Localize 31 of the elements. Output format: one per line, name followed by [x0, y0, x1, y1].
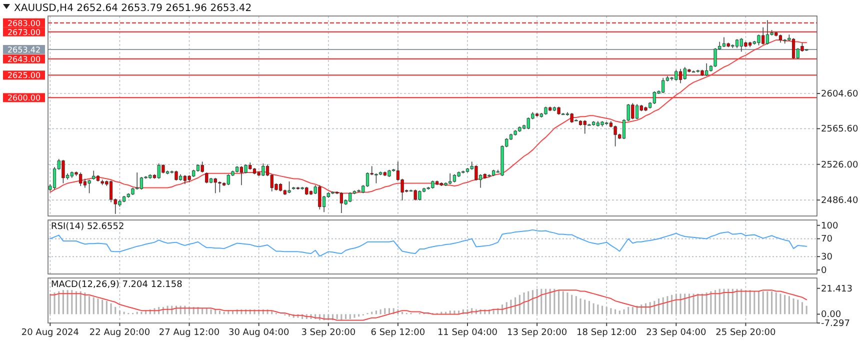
x-tick-label: 6 Sep 12:00 [370, 328, 426, 338]
x-tick-label: 25 Sep 20:00 [716, 328, 776, 338]
chart-title: MACD(12,26,9) 7.204 12.158 [51, 280, 183, 290]
x-tick-label: 20 Aug 2024 [21, 328, 80, 338]
y-tick-label: 21.413 [821, 284, 852, 294]
chart-title: RSI(14) 52.6552 [51, 222, 124, 232]
y-tick-label: 0.00 [821, 310, 842, 320]
y-tick-label: 2604.60 [821, 90, 858, 100]
ref-line-label: 2643.00 [7, 54, 41, 64]
x-tick-label: 22 Aug 20:00 [89, 328, 150, 338]
chart-title: XAUUSD,H4 2652.64 2653.79 2651.96 2653.42 [14, 3, 252, 14]
x-tick-label: 27 Aug 12:00 [158, 328, 220, 338]
ref-line-label: 2683.00 [7, 18, 41, 28]
x-tick-label: 3 Sep 20:00 [301, 328, 356, 338]
x-tick-label: 23 Sep 04:00 [646, 328, 706, 338]
ref-line-label: 2625.00 [7, 71, 41, 80]
y-tick-label: 2486.40 [821, 196, 858, 206]
ref-line-label: 2600.00 [7, 94, 41, 103]
ref-line-label: 2673.00 [7, 28, 41, 37]
y-tick-label: 2526.00 [821, 160, 858, 170]
x-tick-label: 30 Aug 04:00 [228, 328, 290, 338]
y-tick-label: -7.297 [821, 319, 850, 329]
y-tick-label: 0 [821, 266, 827, 276]
y-tick-label: 70 [821, 234, 833, 245]
ref-line-label: 2653.42 [7, 46, 41, 55]
y-tick-label: 30 [821, 252, 833, 263]
x-tick-label: 11 Sep 04:00 [437, 328, 498, 338]
y-tick-label: 100 [821, 221, 838, 232]
x-tick-label: 13 Sep 20:00 [507, 328, 568, 338]
x-tick-label: 18 Sep 12:00 [576, 328, 637, 338]
y-tick-label: 2565.60 [821, 124, 858, 135]
